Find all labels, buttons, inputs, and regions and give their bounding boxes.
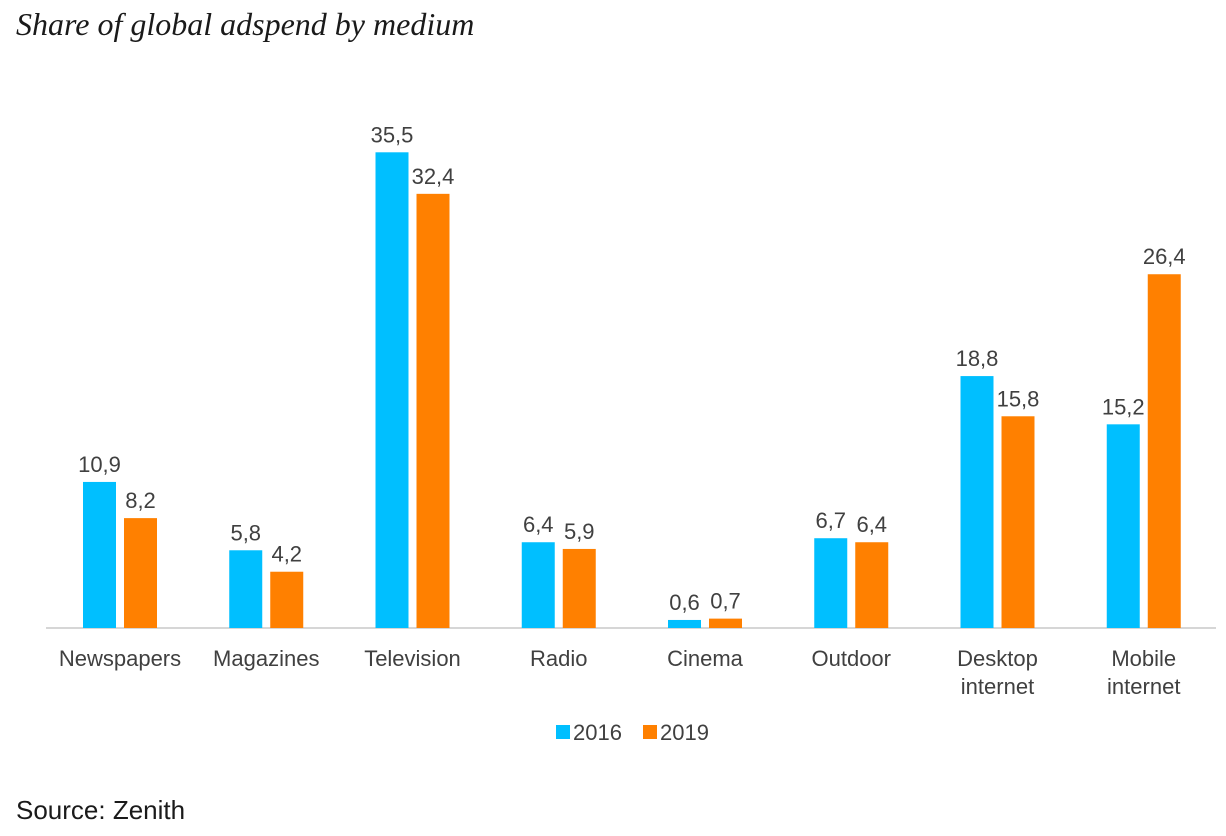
legend-label-2019: 2019 bbox=[660, 720, 709, 745]
category-label: Outdoor bbox=[812, 646, 892, 671]
data-label: 5,9 bbox=[564, 519, 595, 544]
category-label: Newspapers bbox=[59, 646, 181, 671]
bar-2016 bbox=[229, 550, 263, 628]
data-label: 5,8 bbox=[230, 520, 261, 545]
data-label: 15,8 bbox=[997, 386, 1040, 411]
category-label: Television bbox=[364, 646, 461, 671]
data-label: 8,2 bbox=[125, 488, 156, 513]
category-label: internet bbox=[1107, 674, 1180, 699]
data-label: 35,5 bbox=[371, 122, 414, 147]
bar-2016 bbox=[668, 619, 701, 628]
data-label: 10,9 bbox=[78, 452, 121, 477]
chart-title: Share of global adspend by medium bbox=[16, 6, 475, 42]
category-label: Desktop bbox=[957, 646, 1038, 671]
data-label: 6,7 bbox=[815, 508, 846, 533]
data-label: 6,4 bbox=[523, 512, 554, 537]
bar-2016 bbox=[83, 481, 116, 628]
bar-2019 bbox=[1147, 274, 1181, 628]
data-label: 32,4 bbox=[412, 164, 455, 189]
legend-swatch-2019 bbox=[643, 725, 657, 739]
data-label: 0,7 bbox=[710, 589, 741, 614]
category-label: Magazines bbox=[213, 646, 319, 671]
bar-2019 bbox=[562, 548, 596, 628]
data-label: 15,2 bbox=[1102, 394, 1145, 419]
legend-swatch-2016 bbox=[556, 725, 570, 739]
category-label: internet bbox=[961, 674, 1034, 699]
bar-2016 bbox=[814, 538, 848, 628]
category-label: Mobile bbox=[1111, 646, 1176, 671]
bar-2019 bbox=[270, 571, 304, 628]
bar-2019 bbox=[124, 518, 157, 628]
category-label: Radio bbox=[530, 646, 587, 671]
legend-label-2016: 2016 bbox=[573, 720, 622, 745]
data-label: 6,4 bbox=[856, 512, 887, 537]
bar-2016 bbox=[375, 152, 409, 629]
data-label: 0,6 bbox=[669, 590, 700, 615]
bar-2019 bbox=[416, 193, 450, 628]
data-label: 26,4 bbox=[1143, 244, 1186, 269]
bar-2016 bbox=[1106, 424, 1140, 628]
source-note: Source: Zenith bbox=[16, 795, 186, 825]
bar-2016 bbox=[521, 542, 555, 628]
category-label: Cinema bbox=[667, 646, 744, 671]
bar-2016 bbox=[960, 376, 994, 628]
bar-2019 bbox=[855, 542, 889, 628]
data-label: 18,8 bbox=[956, 346, 999, 371]
data-label: 4,2 bbox=[271, 542, 302, 567]
bar-2019 bbox=[709, 618, 742, 628]
bar-2019 bbox=[1001, 416, 1035, 628]
